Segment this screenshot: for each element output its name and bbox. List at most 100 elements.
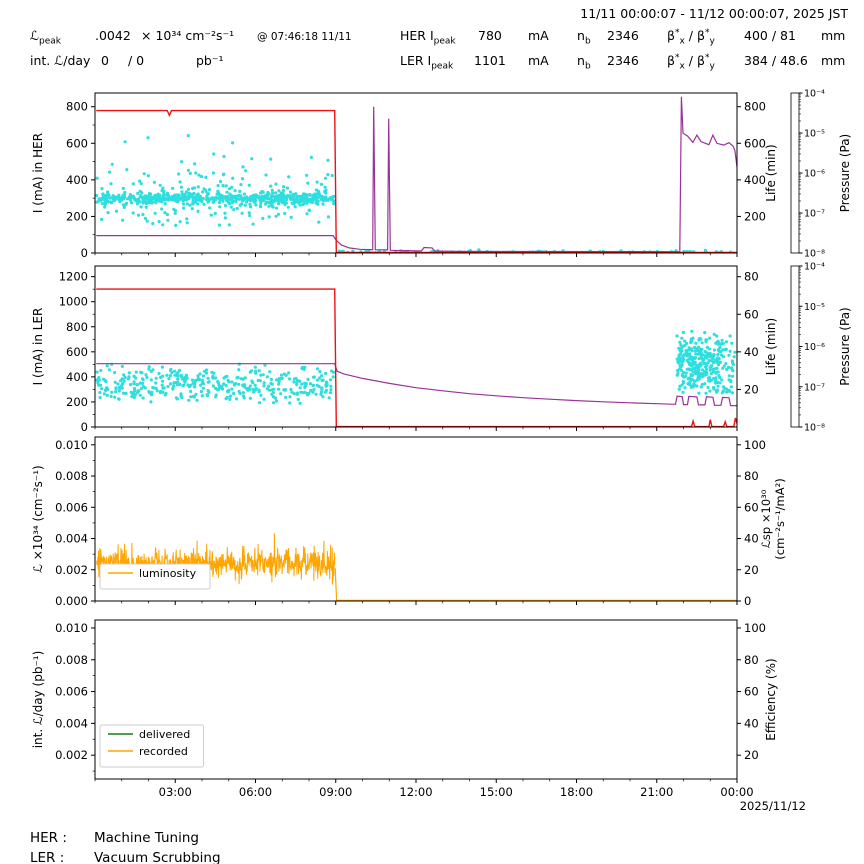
her-ipeak-unit: mA — [528, 28, 549, 43]
svg-text:0.006: 0.006 — [55, 500, 88, 514]
svg-text:600: 600 — [66, 136, 88, 150]
svg-text:Life (min): Life (min) — [764, 318, 778, 375]
her-status-value: Machine Tuning — [94, 830, 199, 846]
svg-text:10⁻⁶: 10⁻⁶ — [804, 169, 825, 180]
svg-text:0.008: 0.008 — [55, 653, 88, 667]
svg-text:60: 60 — [744, 685, 759, 699]
svg-text:10⁻⁴: 10⁻⁴ — [804, 262, 825, 273]
intlum-recorded-value: / 0 — [128, 53, 145, 68]
svg-text:0: 0 — [81, 246, 88, 260]
status-footer: HER : Machine Tuning LER : Vacuum Scrubbin… — [30, 830, 864, 864]
her-nb-subscript: b — [584, 36, 591, 47]
svg-text:10⁻⁷: 10⁻⁷ — [804, 382, 825, 393]
svg-text:06:00: 06:00 — [239, 785, 272, 799]
ler-beta-value: 384 / 48.6 — [744, 53, 808, 68]
svg-text:20: 20 — [744, 748, 759, 762]
chart-ler-current: 0 200 400 600 800 1000 1200 I (mA) in LER 20 40 60… — [31, 262, 852, 435]
svg-text:0.004: 0.004 — [55, 716, 88, 730]
svg-text:200: 200 — [66, 395, 88, 409]
svg-text:10⁻⁸: 10⁻⁸ — [804, 423, 825, 434]
her-nb-label: nb — [577, 28, 591, 47]
svg-text:Life (min): Life (min) — [764, 144, 778, 201]
svg-text:09:00: 09:00 — [319, 785, 352, 799]
svg-text:100: 100 — [744, 438, 766, 452]
svg-text:15:00: 15:00 — [480, 785, 513, 799]
x-axis-date-label: 2025/11/12 — [740, 799, 806, 813]
svg-text:(cm⁻²s⁻¹/mA²): (cm⁻²s⁻¹/mA²) — [773, 478, 787, 559]
svg-text:00:00: 00:00 — [720, 785, 753, 799]
svg-text:0.006: 0.006 — [55, 685, 88, 699]
svg-text:40: 40 — [744, 716, 759, 730]
svg-text:0.000: 0.000 — [55, 594, 88, 608]
ler-nb-label: nb — [577, 53, 591, 72]
beta-x-subscript: x — [679, 61, 685, 72]
ler-beta-unit: mm — [821, 53, 846, 68]
chart-luminosity-series — [96, 533, 737, 601]
svg-text:10⁻⁸: 10⁻⁸ — [804, 249, 825, 260]
beta-y-subscript: y — [709, 61, 715, 72]
svg-text:400: 400 — [66, 370, 88, 384]
svg-text:40: 40 — [744, 532, 759, 546]
header: 11/11 00:00:07 - 11/12 00:00:07, 2025 JS… — [0, 0, 864, 88]
ler-status-row: LER : Vacuum Scrubbing — [30, 850, 864, 864]
lpeak-value: .0042 — [95, 28, 131, 43]
ler-ipeak-subscript: peak — [431, 61, 454, 72]
svg-text:luminosity: luminosity — [139, 567, 197, 580]
her-ipeak-subscript: peak — [433, 36, 456, 47]
svg-text:10⁻⁵: 10⁻⁵ — [804, 129, 825, 140]
ler-status-label: LER : — [30, 850, 65, 864]
her-beta-label: β*x / β*y — [667, 28, 715, 47]
svg-text:20: 20 — [744, 382, 759, 396]
svg-text:int. ℒ/day (pb⁻¹): int. ℒ/day (pb⁻¹) — [31, 651, 45, 749]
svg-text:recorded: recorded — [139, 745, 188, 758]
svg-text:Pressure (Pa): Pressure (Pa) — [838, 307, 852, 385]
svg-text:12:00: 12:00 — [399, 785, 432, 799]
ler-ipeak-unit: mA — [528, 53, 549, 68]
ler-nb-symbol: n — [577, 53, 585, 68]
ler-nb-subscript: b — [584, 61, 591, 72]
svg-text:100: 100 — [744, 621, 766, 635]
her-ipeak-label: HER Ipeak — [400, 28, 456, 47]
svg-text:Pressure (Pa): Pressure (Pa) — [838, 134, 852, 212]
ler-ipeak-value: 1101 — [474, 53, 506, 68]
beta-separator: / — [684, 28, 697, 44]
beta-symbol: β — [667, 53, 675, 69]
beta-symbol: β — [696, 53, 705, 69]
svg-text:10⁻⁶: 10⁻⁶ — [804, 342, 825, 353]
svg-text:I (mA) in LER: I (mA) in LER — [31, 308, 45, 386]
ler-ipeak-text: LER I — [400, 53, 432, 68]
svg-text:800: 800 — [66, 100, 88, 114]
chart-ler-current-series — [95, 288, 737, 427]
svg-text:I (mA) in HER: I (mA) in HER — [31, 133, 45, 213]
svg-text:Efficiency (%): Efficiency (%) — [764, 658, 778, 740]
svg-text:60: 60 — [744, 307, 759, 321]
chart-luminosity: 0.000 0.002 0.004 0.006 0.008 0.010 ℒ ×10³⁴ (c… — [31, 436, 787, 608]
svg-text:18:00: 18:00 — [560, 785, 593, 799]
svg-text:1200: 1200 — [59, 270, 88, 284]
her-status-label: HER : — [30, 830, 67, 846]
svg-text:10⁻⁵: 10⁻⁵ — [804, 302, 825, 313]
svg-text:200: 200 — [66, 209, 88, 223]
svg-text:ℒ ×10³⁴ (cm⁻²s⁻¹): ℒ ×10³⁴ (cm⁻²s⁻¹) — [31, 465, 45, 572]
svg-text:0.002: 0.002 — [55, 748, 88, 762]
svg-text:0: 0 — [81, 420, 88, 434]
her-ipeak-value: 780 — [478, 28, 502, 43]
beta-star: * — [674, 53, 680, 63]
lpeak-subscript: peak — [39, 36, 61, 47]
ler-ipeak-label: LER Ipeak — [400, 53, 453, 72]
her-nb-value: 2346 — [607, 28, 639, 43]
svg-text:20: 20 — [744, 563, 759, 577]
intlum-label: int. ℒ/day — [30, 53, 91, 68]
beta-star: * — [704, 28, 710, 38]
svg-text:80: 80 — [744, 469, 759, 483]
her-beta-value: 400 / 81 — [744, 28, 796, 43]
chart-her-current: 0 200 400 600 800 I (mA) in HER 200 400 600 800 Li… — [31, 89, 852, 261]
svg-text:400: 400 — [744, 173, 766, 187]
her-beta-unit: mm — [821, 28, 846, 43]
time-range-label: 11/11 00:00:07 - 11/12 00:00:07, 2025 JS… — [580, 6, 848, 21]
lpeak-unit: × 10³⁴ cm⁻²s⁻¹ — [141, 28, 235, 43]
svg-text:0.002: 0.002 — [55, 563, 88, 577]
beta-star: * — [704, 53, 710, 63]
svg-text:40: 40 — [744, 345, 759, 359]
ler-beta-label: β*x / β*y — [667, 53, 715, 72]
